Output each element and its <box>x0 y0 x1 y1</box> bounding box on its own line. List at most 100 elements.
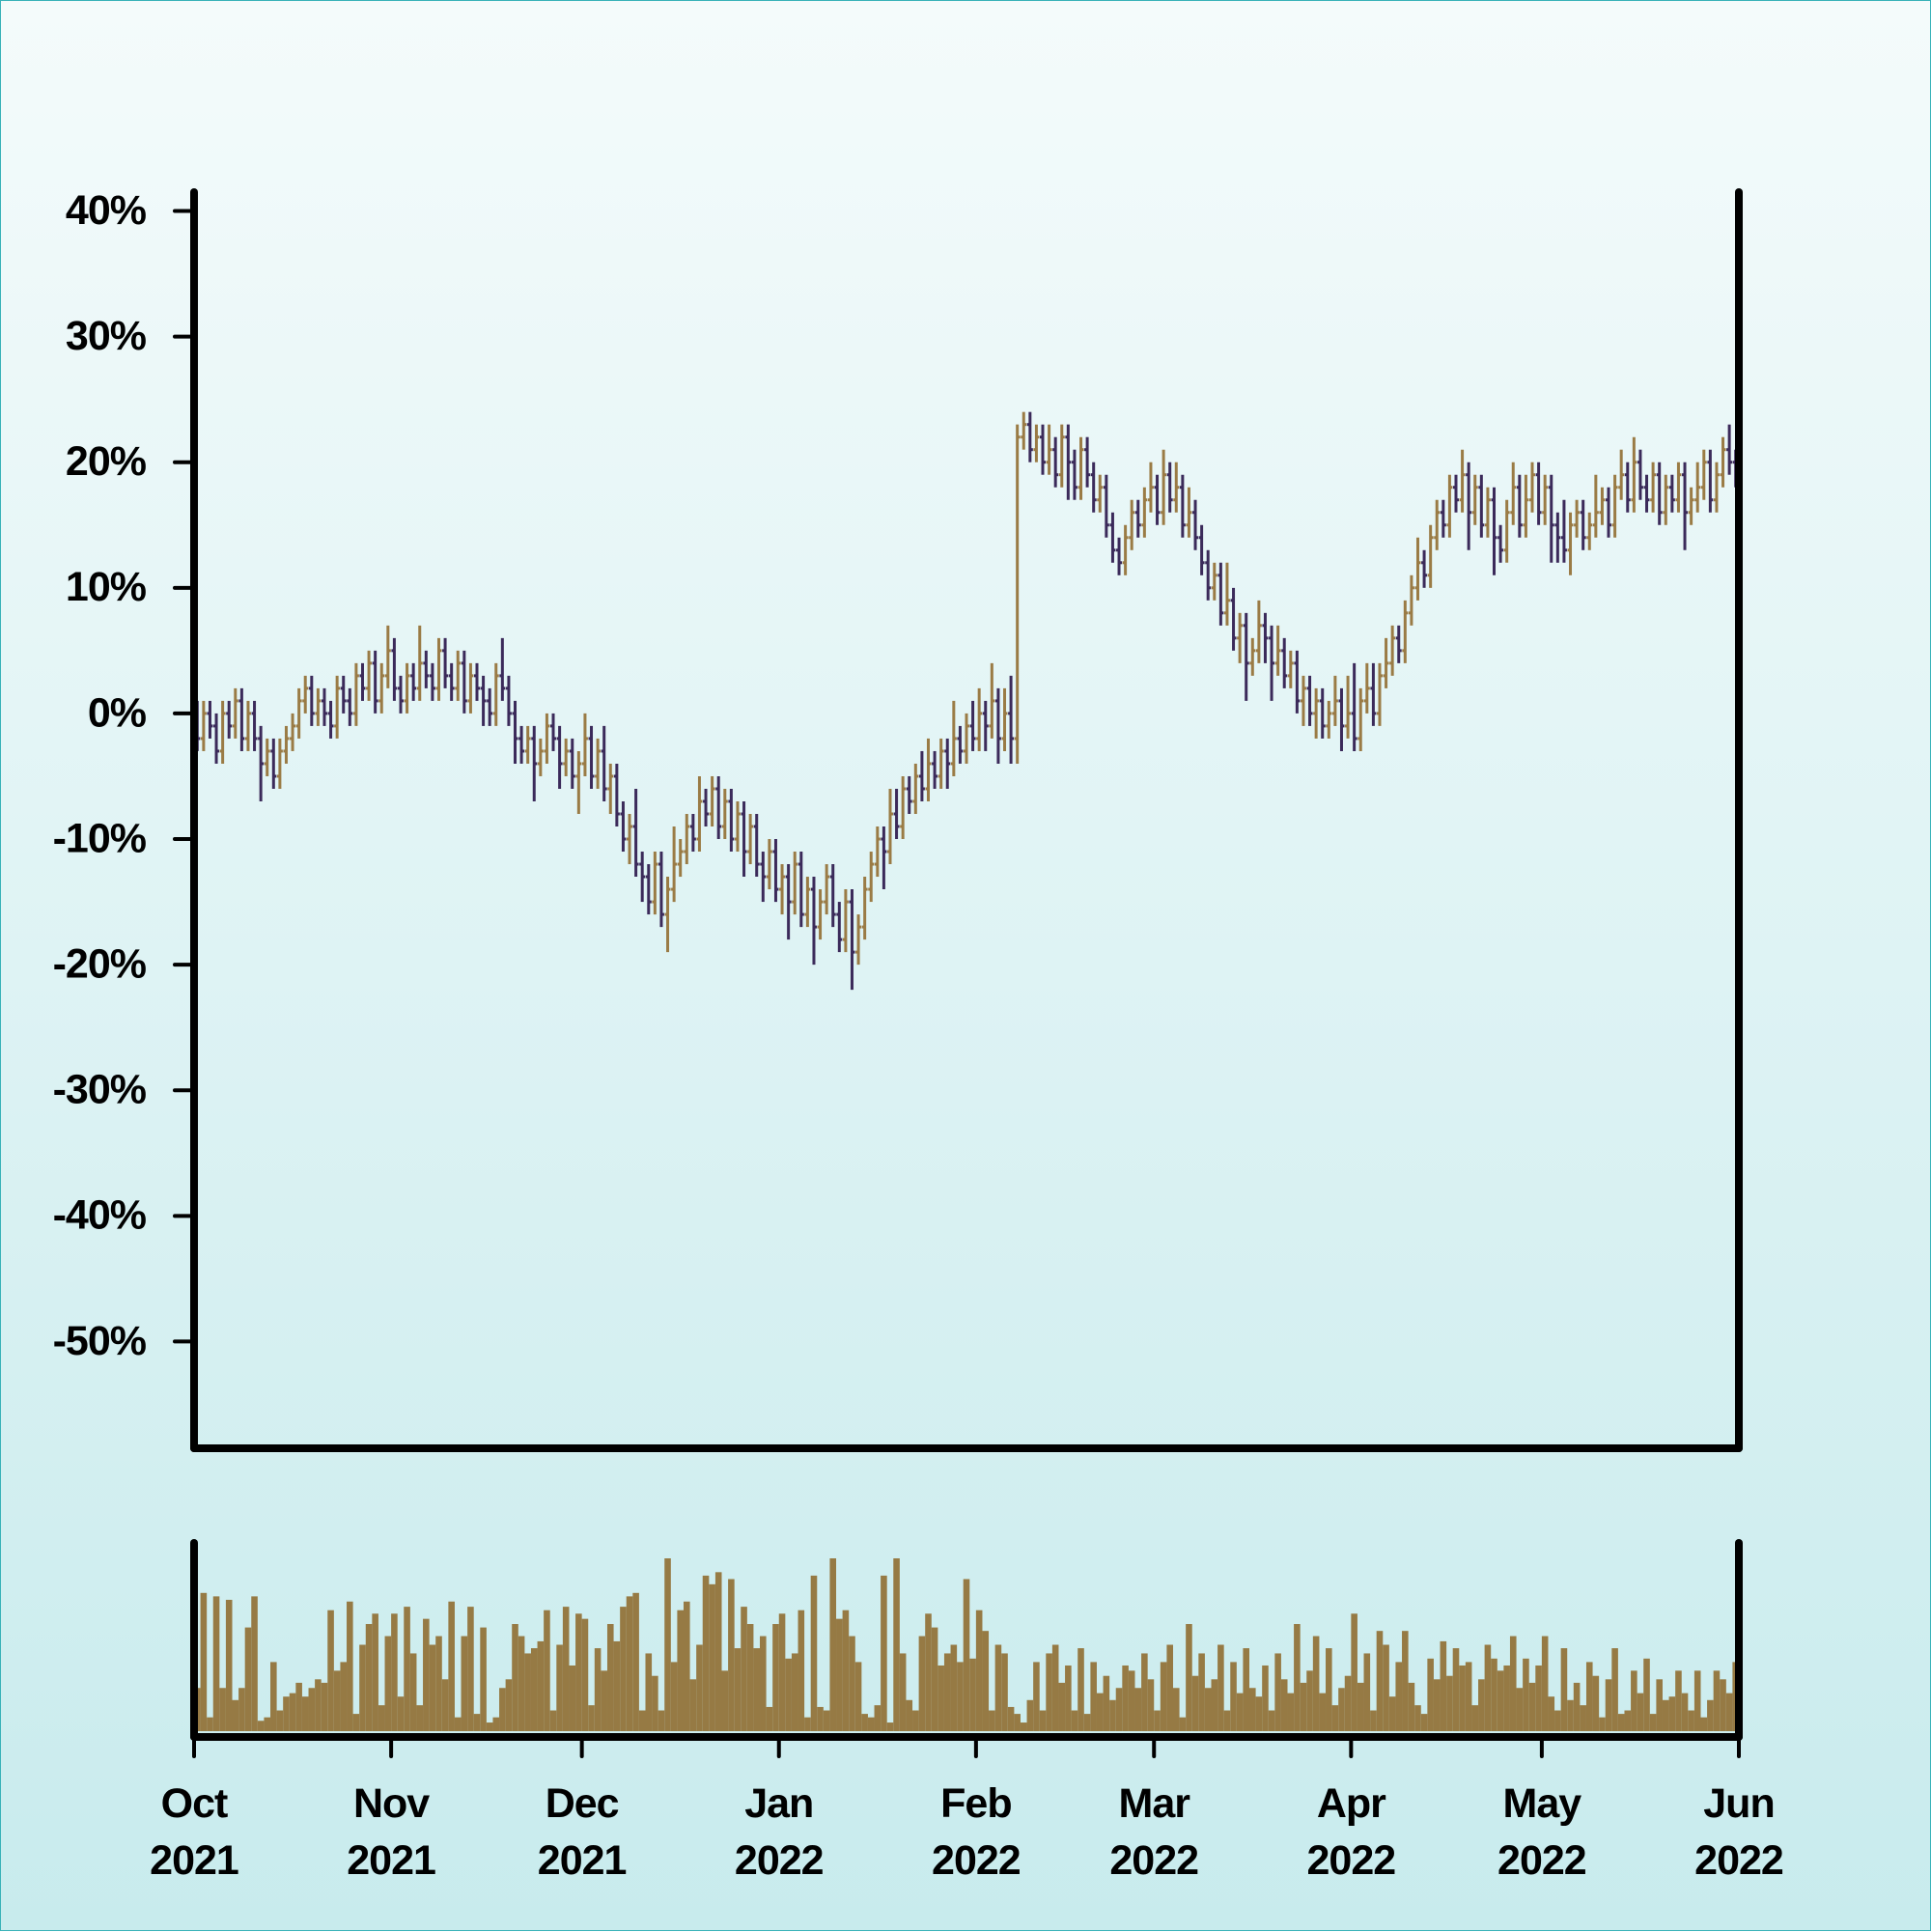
volume-bar <box>886 1722 894 1731</box>
volume-bar <box>257 1721 265 1731</box>
volume-bar <box>232 1699 239 1731</box>
volume-bar <box>1383 1644 1389 1731</box>
volume-bar <box>1713 1670 1721 1731</box>
volume-bar <box>467 1607 474 1731</box>
volume-bar <box>854 1662 862 1731</box>
volume-bar <box>270 1662 277 1731</box>
volume-bar <box>804 1717 811 1731</box>
volume-bar <box>753 1648 761 1731</box>
volume-bar <box>1357 1682 1364 1731</box>
volume-bar <box>1243 1648 1250 1731</box>
volume-bar <box>391 1613 398 1731</box>
volume-bar <box>1649 1714 1657 1731</box>
volume-bar <box>1204 1688 1212 1731</box>
x-tick-label: Feb 2022 <box>932 1780 1021 1884</box>
volume-bar <box>244 1627 252 1731</box>
volume-bar <box>766 1706 773 1731</box>
volume-bar <box>359 1644 366 1731</box>
volume-bar <box>1071 1710 1078 1731</box>
volume-bar <box>1611 1648 1618 1731</box>
volume-bar <box>1338 1688 1345 1731</box>
volume-bar <box>969 1658 976 1731</box>
x-tick-label: Jun 2022 <box>1694 1780 1784 1884</box>
volume-bar <box>588 1705 595 1731</box>
volume-bar <box>1172 1688 1180 1731</box>
volume-bar <box>225 1599 233 1731</box>
volume-bar <box>721 1670 729 1731</box>
volume-bar <box>950 1644 958 1731</box>
volume-bar <box>480 1627 487 1731</box>
volume-bar <box>670 1662 678 1731</box>
volume-bar <box>652 1675 658 1731</box>
volume-bar <box>1471 1705 1479 1731</box>
volume-bar <box>1465 1662 1472 1731</box>
volume-bar <box>1262 1665 1269 1731</box>
volume-bar <box>1535 1665 1542 1731</box>
volume-bar <box>530 1648 538 1731</box>
volume-bar <box>1128 1670 1135 1731</box>
volume-bar <box>518 1636 525 1731</box>
volume-bar <box>1217 1644 1224 1731</box>
volume-bar <box>1300 1682 1307 1731</box>
volume-bar <box>1624 1710 1632 1731</box>
volume-bar <box>1440 1640 1447 1731</box>
volume-bar <box>664 1558 671 1731</box>
volume-bar <box>1707 1699 1714 1731</box>
volume-bar <box>1046 1653 1052 1731</box>
volume-bar <box>1446 1675 1453 1731</box>
volume-bar <box>785 1658 792 1731</box>
volume-bar <box>1414 1705 1421 1731</box>
volume-bar <box>556 1644 563 1731</box>
volume-bar <box>1725 1693 1733 1731</box>
volume-bar <box>760 1636 767 1731</box>
y-tick-label: 10% <box>66 564 147 610</box>
volume-bar <box>734 1648 742 1731</box>
volume-bar <box>301 1696 309 1731</box>
volume-bar <box>906 1699 913 1731</box>
volume-bar <box>709 1583 715 1731</box>
volume-bar <box>1160 1662 1167 1731</box>
volume-bar <box>1427 1658 1434 1731</box>
volume-bar <box>1134 1688 1142 1731</box>
volume-bar <box>473 1714 481 1731</box>
volume-bar <box>1039 1710 1047 1731</box>
volume-bar <box>836 1618 843 1731</box>
volume-bar <box>448 1601 455 1731</box>
volume-bar <box>347 1601 353 1731</box>
volume-bar <box>1255 1696 1263 1731</box>
volume-bar <box>1223 1710 1231 1731</box>
volume-bar <box>365 1624 373 1731</box>
y-tick-label: -10% <box>53 815 147 861</box>
volume-bar <box>823 1710 830 1731</box>
volume-bar <box>1720 1679 1726 1731</box>
volume-bar <box>207 1717 213 1731</box>
volume-bar <box>200 1592 208 1731</box>
y-tick-label: 0% <box>88 689 147 736</box>
volume-bar <box>1637 1693 1644 1731</box>
volume-bar <box>1033 1662 1040 1731</box>
x-tick-label: Apr 2022 <box>1306 1780 1397 1884</box>
volume-bar <box>772 1624 779 1731</box>
volume-bar <box>1617 1714 1625 1731</box>
volume-bar <box>601 1670 607 1731</box>
volume-bar <box>849 1636 855 1731</box>
volume-bar <box>632 1592 639 1731</box>
volume-bar <box>1668 1696 1676 1731</box>
volume-bar <box>1109 1699 1116 1731</box>
volume-bar <box>327 1610 334 1731</box>
volume-bar <box>1567 1699 1574 1731</box>
volume-bar <box>581 1618 589 1731</box>
volume-bar <box>1688 1710 1694 1731</box>
volume-bar <box>1376 1631 1384 1731</box>
volume-bar <box>524 1653 531 1731</box>
volume-bar <box>1147 1679 1155 1731</box>
volume-bar <box>1115 1688 1123 1731</box>
volume-bar <box>352 1714 360 1731</box>
volume-bar <box>1007 1706 1015 1731</box>
volume-bar <box>1681 1693 1689 1731</box>
y-tick-label: -50% <box>53 1318 147 1364</box>
volume-bar <box>1001 1653 1008 1731</box>
volume-bar <box>1509 1636 1517 1731</box>
volume-bar <box>989 1710 995 1731</box>
volume-bar <box>1051 1644 1059 1731</box>
